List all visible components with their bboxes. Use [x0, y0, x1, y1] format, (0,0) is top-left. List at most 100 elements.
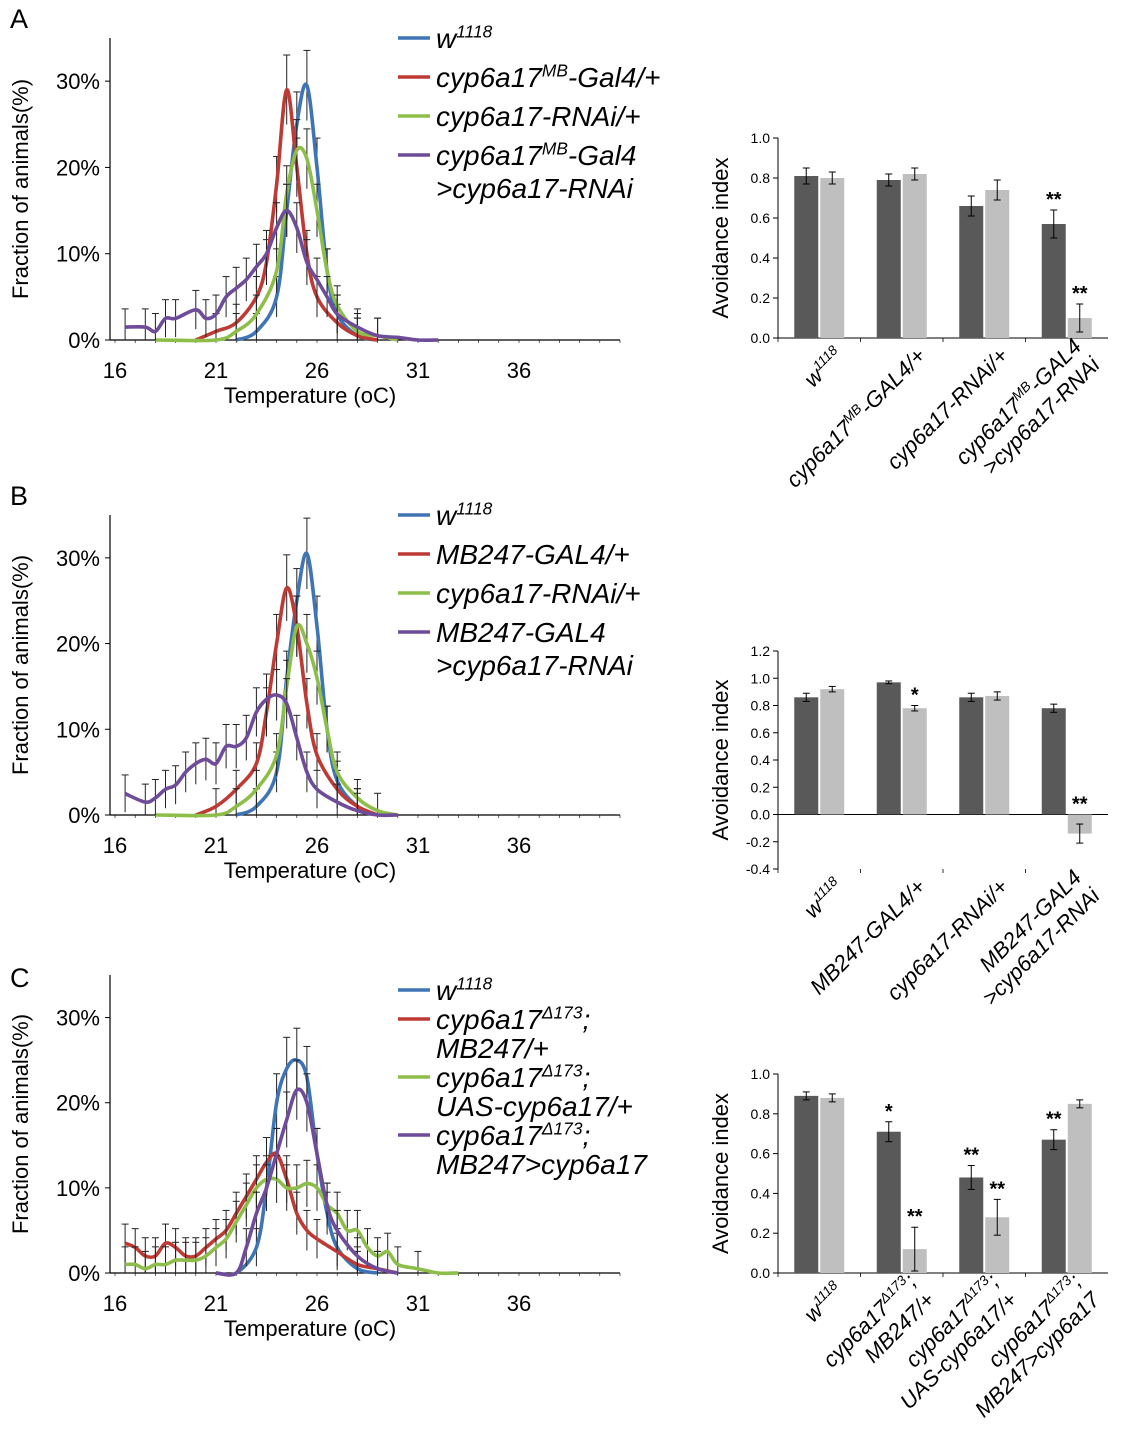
y-tick-label: 20% [56, 632, 100, 657]
series-line-purple [125, 208, 439, 342]
y-tick-label: 0.6 [751, 1146, 771, 1162]
legend-label-line2: MB247>cyp6a17 [436, 1149, 648, 1180]
y-axis-label: Avoidance index [708, 1093, 733, 1254]
significance-marker: ** [963, 1145, 979, 1167]
y-tick-label: 0.2 [751, 1225, 771, 1241]
y-tick-label: 1.2 [751, 643, 771, 659]
y-tick-label: 10% [56, 242, 100, 267]
y-tick-label: 1.0 [751, 670, 771, 686]
category-label: w1118 [799, 873, 848, 922]
bar [1041, 1139, 1066, 1273]
significance-marker: ** [989, 1178, 1005, 1200]
x-tick-label: 21 [204, 1291, 228, 1316]
y-tick-label: 0.0 [751, 330, 771, 346]
panel-label-a: A [10, 4, 28, 34]
x-tick-label: 36 [507, 358, 531, 383]
y-tick-label: 0% [68, 1261, 100, 1286]
x-tick-label: 26 [305, 358, 329, 383]
category-label: w1118 [799, 342, 848, 391]
y-tick-label: 30% [56, 1006, 100, 1031]
series-line-purple [215, 1087, 399, 1277]
y-tick-label: 30% [56, 69, 100, 94]
y-tick-label: 0.0 [751, 807, 771, 823]
series-line-green [155, 145, 399, 343]
x-tick-label: 31 [406, 833, 430, 858]
bar [794, 1095, 819, 1273]
bar [1067, 1103, 1092, 1273]
y-tick-label: 0.2 [751, 290, 771, 306]
x-tick-label: 16 [103, 358, 127, 383]
significance-marker: ** [907, 1206, 923, 1228]
category-label: cyp6a17MB-GAL4/+ [781, 343, 930, 492]
legend-label-line2: >cyp6a17-RNAi [436, 650, 634, 681]
y-axis-label: Fraction of animals(%) [8, 79, 33, 299]
legend: w1118cyp6a17Δ173;MB247/+cyp6a17Δ173;UAS-… [398, 973, 648, 1180]
x-axis-label: Temperature (oC) [224, 383, 396, 408]
bar [876, 180, 901, 338]
significance-marker: * [911, 685, 919, 707]
bar [820, 178, 845, 338]
bar [1041, 708, 1066, 815]
y-tick-label: 0.6 [751, 210, 771, 226]
line-chart-b: 0% 10% 20% 30% 16 21 26 31 36 Temperature (oC) Fra… [8, 498, 641, 883]
bar-chart-b: -0.4 -0.2 0.0 0.2 0.4 0.6 0.8 1.0 1.2 Avoidance i… [708, 643, 1108, 1010]
bar [902, 708, 927, 815]
y-tick-label: 30% [56, 546, 100, 571]
legend-label: w1118 [436, 21, 493, 54]
legend-label: cyp6a17Δ173; [436, 1060, 590, 1093]
y-axis-label: Avoidance index [708, 157, 733, 318]
category-label-line: w1118 [799, 342, 848, 391]
y-tick-label: 0.4 [751, 250, 771, 266]
y-tick-label: 0.0 [751, 1265, 771, 1281]
y-tick-label: 1.0 [751, 1066, 771, 1082]
x-tick-label: 36 [507, 1291, 531, 1316]
x-tick-label: 21 [204, 833, 228, 858]
y-tick-label: 0.8 [751, 170, 771, 186]
bar [902, 174, 927, 338]
category-label: cyp6a17MB-GAL4>cyp6a17-RNAi [950, 334, 1105, 479]
bar [794, 176, 819, 338]
line-chart-a: 0% 10% 20% 30% 16 21 26 31 36 Temperature (oC) Fra… [8, 21, 661, 408]
significance-marker: * [885, 1101, 893, 1123]
x-tick-label: 21 [204, 358, 228, 383]
series-line-green [155, 622, 399, 818]
bar [959, 697, 984, 815]
legend: w1118 MB247-GAL4/+ cyp6a17-RNAi/+ MB247-GAL… [398, 498, 641, 681]
series-line-blue [235, 551, 379, 817]
category-label: w1118 [799, 1277, 848, 1326]
bar [820, 689, 845, 815]
category-label-line: w1118 [799, 1277, 848, 1326]
legend-label-line2: UAS-cyp6a17/+ [436, 1091, 633, 1122]
legend-label-line2: MB247/+ [436, 1033, 549, 1064]
legend-label: w1118 [436, 973, 493, 1006]
legend-label: MB247-GAL4 [436, 617, 606, 648]
y-tick-label: 0.4 [751, 752, 771, 768]
series-line-red [124, 1151, 399, 1275]
y-tick-label: 0.6 [751, 725, 771, 741]
x-axis-label: Temperature (oC) [224, 1316, 396, 1341]
y-axis-label: Avoidance index [708, 679, 733, 840]
y-tick-label: 0.4 [751, 1185, 771, 1201]
legend-label: cyp6a17Δ173; [436, 1002, 590, 1035]
bar [794, 697, 819, 815]
x-tick-label: 26 [305, 1291, 329, 1316]
legend-label: w1118 [436, 498, 493, 531]
y-tick-label: 0% [68, 803, 100, 828]
bar [959, 206, 984, 338]
legend-label: cyp6a17-RNAi/+ [436, 101, 641, 132]
panel-label-c: C [10, 963, 30, 993]
legend-label-line2: >cyp6a17-RNAi [436, 173, 634, 204]
y-tick-label: 10% [56, 1176, 100, 1201]
category-label-line: w1118 [799, 873, 848, 922]
category-label: MB247-GAL4>cyp6a17-RNAi [974, 865, 1105, 1010]
x-tick-label: 16 [103, 833, 127, 858]
significance-marker: ** [1046, 1109, 1062, 1131]
legend-label: MB247-GAL4/+ [436, 539, 630, 570]
y-tick-label: 20% [56, 155, 100, 180]
bar [876, 682, 901, 815]
legend-label: cyp6a17MB-Gal4/+ [436, 60, 661, 93]
x-tick-label: 36 [507, 833, 531, 858]
